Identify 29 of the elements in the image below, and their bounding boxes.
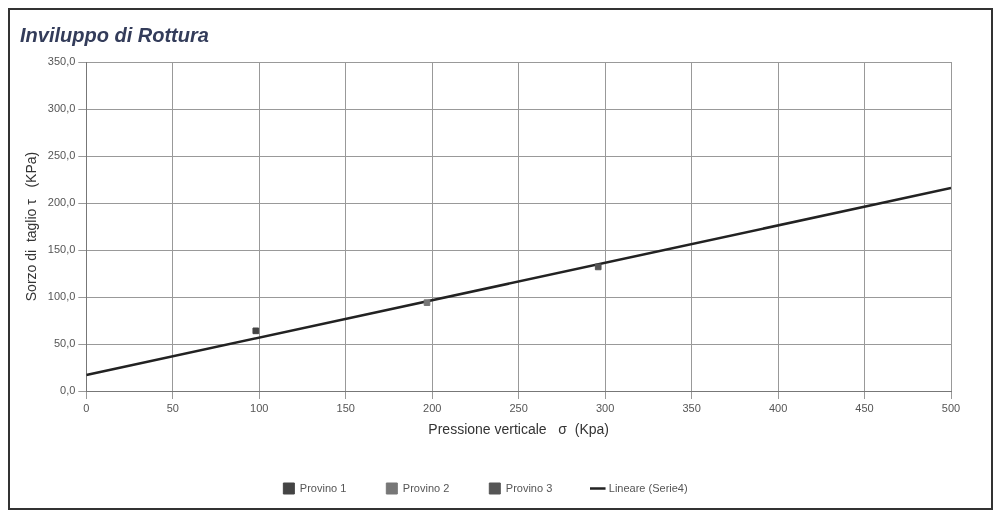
y-axis-title: Sorzo di taglio τ (KPa) <box>23 151 40 302</box>
y-tick-label: 0,0 <box>60 384 76 397</box>
x-tick-label: 400 <box>768 401 788 414</box>
y-tick-label: 300,0 <box>47 102 76 115</box>
legend-label: Provino 3 <box>505 481 553 494</box>
x-tick-label: 150 <box>336 401 355 414</box>
y-tick-label: 250,0 <box>47 149 76 162</box>
chart-title: Inviluppo di Rottura <box>20 23 209 46</box>
x-tick-label: 0 <box>83 401 90 414</box>
y-tick-label: 100,0 <box>47 290 76 303</box>
legend-label: Provino 1 <box>299 481 347 494</box>
x-axis-title: Pressione verticale σ (Kpa) <box>428 421 609 438</box>
point <box>423 299 431 306</box>
x-tick-label: 450 <box>855 401 874 414</box>
x-tick-label: 50 <box>166 401 179 414</box>
y-tick-label: 200,0 <box>47 196 76 209</box>
point <box>594 263 602 271</box>
y-tick-label: 350,0 <box>47 55 76 68</box>
legend-label: Provino 2 <box>402 481 450 494</box>
legend-label: Lineare (Serie4) <box>608 481 688 494</box>
point <box>252 327 260 335</box>
y-tick-label: 50,0 <box>53 337 76 350</box>
x-tick-label: 500 <box>941 401 961 414</box>
x-tick-label: 350 <box>682 401 701 414</box>
x-tick-label: 250 <box>509 401 528 414</box>
y-tick-label: 150,0 <box>47 243 76 256</box>
x-tick-label: 300 <box>595 401 615 414</box>
x-tick-label: 200 <box>423 401 442 414</box>
x-tick-label: 100 <box>250 401 269 414</box>
